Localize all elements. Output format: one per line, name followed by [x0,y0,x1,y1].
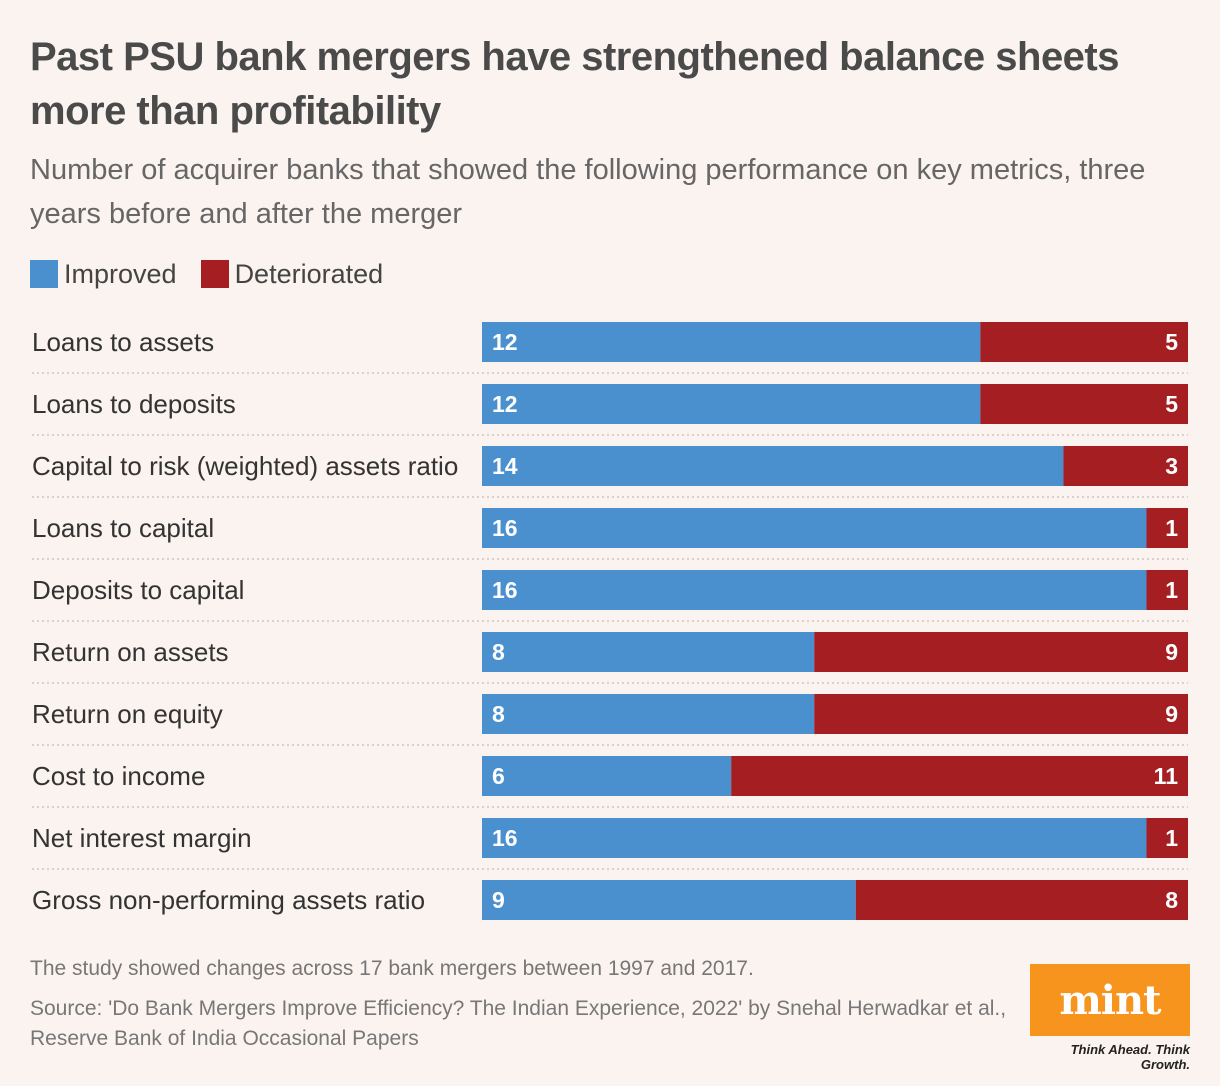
category-label: Deposits to capital [32,575,244,605]
data-label-improved: 16 [492,577,518,603]
category-label: Net interest margin [32,823,252,853]
bar-deteriorated [980,384,1188,424]
bar-improved [482,508,1147,548]
data-label-improved: 8 [492,639,505,665]
data-label-deteriorated: 1 [1165,515,1178,541]
data-label-improved: 9 [492,887,505,913]
bar-improved [482,880,856,920]
data-label-improved: 14 [492,453,518,479]
bar-deteriorated [814,694,1188,734]
legend-swatch-deteriorated [200,260,229,288]
legend: Improved Deteriorated [30,256,407,292]
bar-deteriorated [1146,570,1188,610]
bar-deteriorated [980,322,1188,362]
bar-deteriorated [855,880,1188,920]
bar-deteriorated [1063,446,1188,486]
data-label-deteriorated: 9 [1165,701,1178,727]
category-label: Loans to assets [32,327,214,357]
bar-deteriorated [1146,508,1188,548]
category-label: Capital to risk (weighted) assets ratio [32,451,458,481]
logo-tagline: Think Ahead. Think Growth. [1070,1042,1190,1072]
category-label: Return on assets [32,637,229,667]
chart-title: Past PSU bank mergers have strengthened … [30,35,1120,133]
bar-deteriorated [731,756,1188,796]
logo-text: mint [1059,976,1161,1024]
bar-improved [482,570,1147,610]
category-label: Gross non-performing assets ratio [32,885,425,915]
data-label-deteriorated: 8 [1165,887,1178,913]
data-label-improved: 8 [492,701,505,727]
bar-improved [482,694,815,734]
bar-improved [482,632,815,672]
category-label: Cost to income [32,761,205,791]
bar-improved [482,818,1147,858]
bar-improved [482,756,732,796]
data-label-deteriorated: 9 [1165,639,1178,665]
data-label-improved: 16 [492,515,518,541]
bar-deteriorated [1146,818,1188,858]
bar-improved [482,384,981,424]
data-label-improved: 16 [492,825,518,851]
chart-subtitle: Number of acquirer banks that showed the… [30,154,1146,230]
data-label-deteriorated: 1 [1165,825,1178,851]
source-note: Source: 'Do Bank Mergers Improve Efficie… [30,997,1007,1050]
data-label-improved: 6 [492,763,505,789]
data-label-deteriorated: 3 [1165,453,1178,479]
data-label-improved: 12 [492,329,518,355]
category-label: Return on equity [32,699,223,729]
bar-improved [482,322,981,362]
stacked-bar-chart: Loans to assets 12 5 Loans to deposits 12 5 Ca… [32,322,1188,920]
data-label-deteriorated: 11 [1154,763,1179,789]
data-label-deteriorated: 5 [1165,329,1178,355]
category-label: Loans to capital [32,513,214,543]
data-label-deteriorated: 5 [1165,391,1178,417]
legend-label-deteriorated: Deteriorated [234,258,384,289]
data-label-deteriorated: 1 [1165,577,1178,603]
bar-improved [482,446,1064,486]
mint-logo: mint [1030,964,1190,1036]
data-label-improved: 12 [492,391,518,417]
footnote: The study showed changes across 17 bank … [30,957,754,980]
bar-deteriorated [814,632,1188,672]
legend-swatch-improved [30,260,58,288]
legend-label-improved: Improved [64,258,177,289]
category-label: Loans to deposits [32,389,236,419]
